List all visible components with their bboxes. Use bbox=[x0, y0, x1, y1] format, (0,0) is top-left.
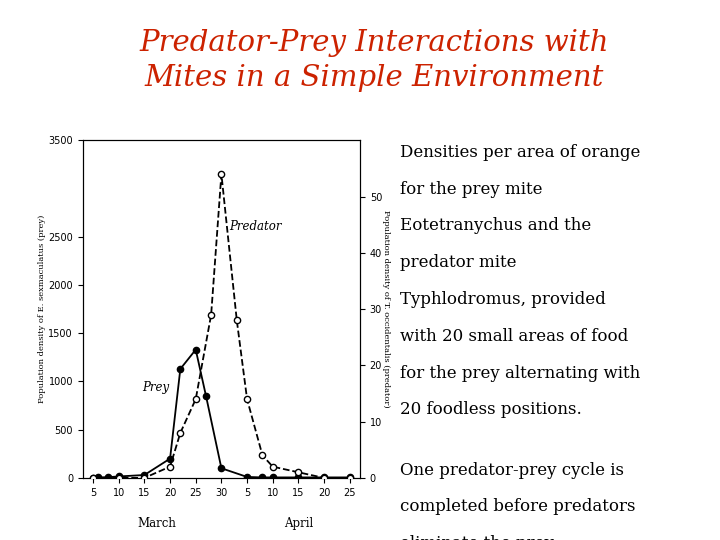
Text: for the prey alternating with: for the prey alternating with bbox=[400, 364, 640, 381]
Text: Densities per area of orange: Densities per area of orange bbox=[400, 144, 640, 161]
Text: predator mite: predator mite bbox=[400, 254, 516, 271]
Text: eliminate the prey.: eliminate the prey. bbox=[400, 535, 557, 540]
Y-axis label: Population density of T. occidentalis (predator): Population density of T. occidentalis (p… bbox=[382, 211, 390, 408]
Text: Typhlodromus, provided: Typhlodromus, provided bbox=[400, 291, 606, 308]
Text: Eotetranychus and the: Eotetranychus and the bbox=[400, 217, 591, 234]
Text: for the prey mite: for the prey mite bbox=[400, 180, 542, 198]
Text: Predator-Prey Interactions with
Mites in a Simple Environment: Predator-Prey Interactions with Mites in… bbox=[140, 30, 609, 92]
Text: March: March bbox=[138, 517, 176, 530]
Text: Predator: Predator bbox=[229, 220, 282, 233]
Text: One predator-prey cycle is: One predator-prey cycle is bbox=[400, 462, 624, 478]
Y-axis label: Population density of E. sexmaculatus (prey): Population density of E. sexmaculatus (p… bbox=[37, 215, 45, 403]
Text: with 20 small areas of food: with 20 small areas of food bbox=[400, 328, 628, 345]
Text: Prey: Prey bbox=[142, 381, 169, 394]
Text: April: April bbox=[284, 517, 313, 530]
Text: completed before predators: completed before predators bbox=[400, 498, 635, 516]
Text: 20 foodless positions.: 20 foodless positions. bbox=[400, 401, 581, 418]
